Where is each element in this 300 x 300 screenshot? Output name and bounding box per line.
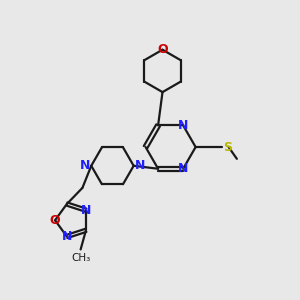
Text: O: O [50,214,60,227]
Text: N: N [62,230,72,243]
Text: N: N [81,204,91,217]
Text: S: S [224,141,232,154]
Text: CH₃: CH₃ [71,253,90,263]
Text: O: O [157,43,168,56]
Text: N: N [178,119,188,132]
Text: N: N [135,159,146,172]
Text: N: N [80,159,90,172]
Text: N: N [178,162,188,175]
